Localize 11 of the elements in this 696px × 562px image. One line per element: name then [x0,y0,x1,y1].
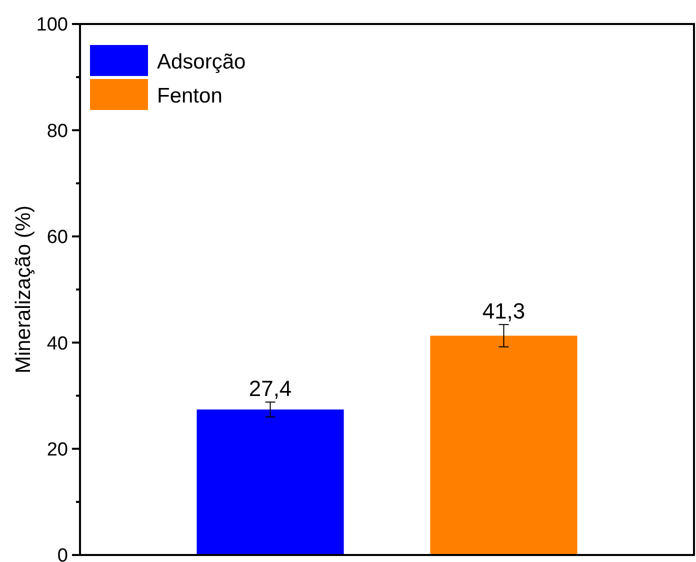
y-tick-label: 80 [46,120,68,142]
y-tick-label: 40 [46,333,68,354]
y-tick-label: 0 [57,546,68,562]
legend-label: Adsorção [157,50,246,74]
data-label: 41,3 [482,298,526,324]
data-label: 27,4 [248,376,292,402]
y-tick-label: 60 [46,227,68,248]
legend-label: Fenton [157,84,222,108]
y-tick-label: 100 [36,14,68,36]
y-axis-title: Mineralização (%) [12,205,35,374]
y-tick-label: 20 [46,439,68,460]
